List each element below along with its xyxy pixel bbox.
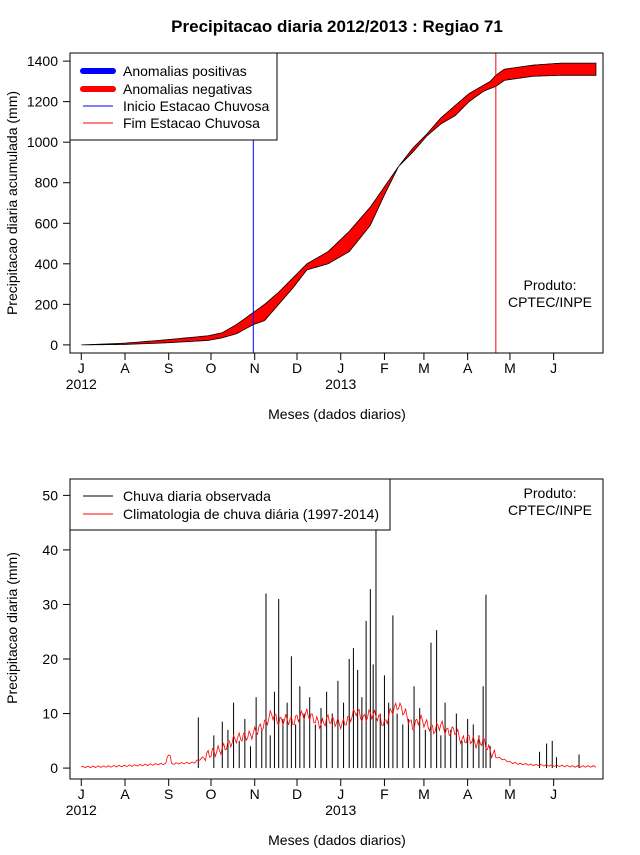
y-tick-label: 200 [35,296,59,312]
climatology-series-line [81,701,597,769]
negative-anomaly-area [81,167,398,346]
x-axis-label: Meses (dados diarios) [268,832,406,848]
y-tick-label: 1000 [27,134,58,150]
product-label: Produto: [524,485,577,501]
y-tick-label: 40 [42,542,58,558]
product-label: Produto: [524,277,577,293]
y-tick-label: 30 [42,596,58,612]
x-tick-label: J [337,360,344,376]
year-label: 2013 [325,376,356,392]
legend-label-observed: Chuva diaria observada [123,488,271,504]
x-tick-label: M [418,360,430,376]
cumulative-chart: Precipitacao diaria 2012/2013 : Regiao 7… [4,17,604,422]
legend-label-negative: Anomalias negativas [123,81,252,97]
year-label: 2012 [66,376,97,392]
y-tick-label: 400 [35,256,59,272]
product-source: CPTEC/INPE [508,294,592,310]
y-axis-label: Precipitacao diaria acumulada (mm) [4,91,20,315]
legend-box [69,478,391,531]
y-tick-label: 10 [42,706,58,722]
x-tick-label: J [337,786,344,802]
legend: Anomalias positivas Anomalias negativas … [69,52,278,141]
x-tick-label: F [380,786,389,802]
y-tick-label: 800 [35,175,59,191]
climatology-line [81,701,597,769]
x-tick-label: J [550,360,557,376]
product-source: CPTEC/INPE [508,502,592,518]
plot-frame [69,52,604,354]
year-label: 2012 [66,802,97,818]
x-tick-label: A [463,786,473,802]
legend-label-end: Fim Estacao Chuvosa [123,115,260,131]
x-tick-label: A [463,360,473,376]
x-tick-label: F [380,360,389,376]
y-tick-label: 0 [50,760,58,776]
y-tick-label: 1400 [27,53,58,69]
anomaly-area [81,62,597,346]
x-tick-label: N [250,360,260,376]
x-tick-label: D [292,360,302,376]
year-label: 2013 [325,802,356,818]
legend-box [69,52,278,141]
x-tick-label: M [418,786,430,802]
legend: Chuva diaria observada Climatologia de c… [69,478,391,531]
y-tick-label: 1200 [27,94,58,110]
y-axis: 0 10 20 30 40 50 [42,487,70,776]
legend-label-positive: Anomalias positivas [123,63,247,79]
x-tick-label: J [78,786,85,802]
x-tick-label: M [504,786,516,802]
x-tick-label: S [164,786,173,802]
x-tick-label: N [250,786,260,802]
y-tick-label: 50 [42,487,58,503]
x-tick-label: A [120,360,130,376]
negative-anomaly-area [398,62,597,167]
x-tick-label: O [206,786,217,802]
y-axis-label: Precipitacao diaria (mm) [4,552,20,704]
x-tick-label: S [164,360,173,376]
x-tick-label: J [550,786,557,802]
x-tick-label: J [78,360,85,376]
positive-anomaly-area [396,166,399,170]
y-tick-label: 600 [35,215,59,231]
legend-label-climatology: Climatologia de chuva diária (1997-2014) [123,506,379,522]
x-tick-label: O [206,360,217,376]
y-tick-label: 20 [42,651,58,667]
y-tick-label: 0 [50,337,58,353]
x-tick-label: D [292,786,302,802]
chart-title: Precipitacao diaria 2012/2013 : Regiao 7… [171,17,503,36]
legend-label-start: Inicio Estacao Chuvosa [123,98,270,114]
x-axis-label: Meses (dados diarios) [268,406,406,422]
x-tick-label: M [504,360,516,376]
y-axis: 0 200 400 600 800 1000 1200 1400 [27,53,70,353]
x-tick-label: A [120,786,130,802]
observed-bars [197,528,580,769]
